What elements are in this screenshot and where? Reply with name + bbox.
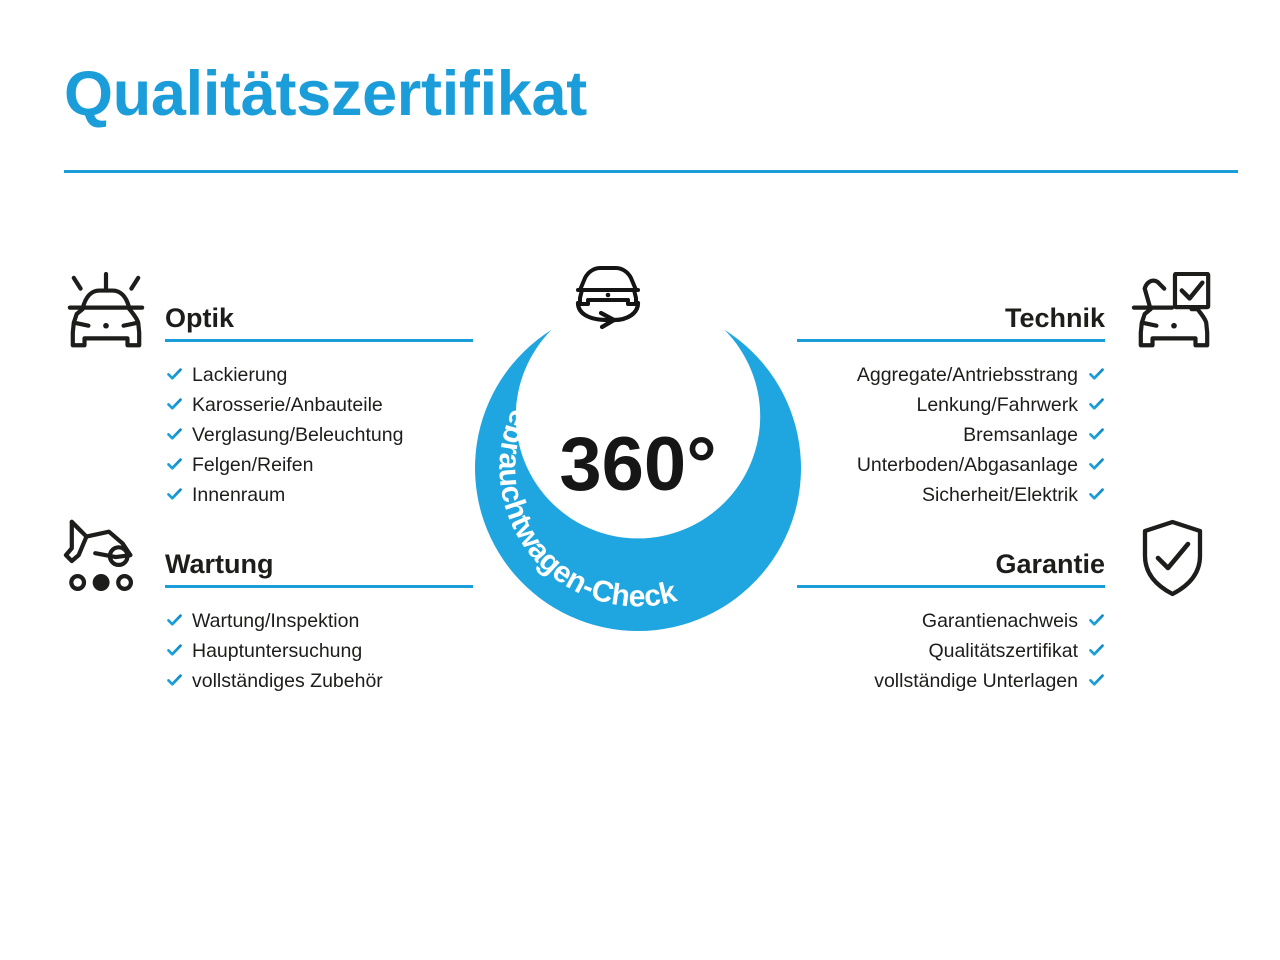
svg-text:Gebrauchtwagen-Check: Gebrauchtwagen-Check — [492, 384, 680, 614]
svg-text:360°: 360° — [559, 422, 716, 507]
